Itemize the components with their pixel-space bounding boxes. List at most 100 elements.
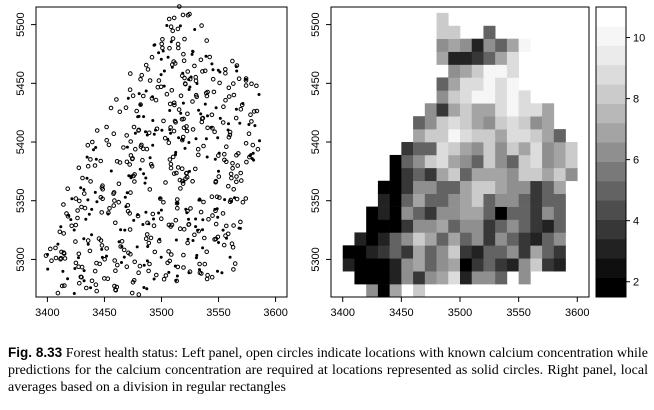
open-circle-point [77,198,82,204]
open-circle-point [168,125,173,130]
solid-circle-point [217,169,220,173]
heatmap-cell [530,258,543,272]
heatmap-cell [389,193,402,207]
heatmap-cell [389,167,402,182]
open-circle-point [73,222,79,228]
open-circle-point [146,268,151,274]
open-circle-point [175,197,180,202]
open-circle-point [177,226,183,231]
open-circle-point [232,261,238,266]
solid-circle-point [123,195,127,199]
open-circle-point [193,74,198,80]
heatmap-cell [436,129,449,143]
heatmap-cell [424,154,437,169]
solid-circle-point [147,222,151,226]
heatmap-cell [506,129,519,143]
solid-circle-point [143,181,147,185]
colorbar-segment [596,142,626,162]
open-circle-point [223,70,228,76]
open-circle-point [204,249,209,255]
open-circle-point [222,151,227,157]
colorbar-segment [596,239,626,259]
open-circle-point [234,179,239,185]
heatmap-cell [542,116,555,130]
solid-circle-point [210,62,214,66]
heatmap-cell [553,219,566,233]
open-circle-point [111,203,116,208]
heatmap-cell [506,142,519,156]
open-circle-point [92,268,98,274]
solid-circle-point [152,132,156,136]
solid-circle-point [86,242,90,246]
heatmap-cell [471,154,484,169]
heatmap-cell [366,271,379,285]
heatmap-cell [471,129,484,143]
solid-circle-point [141,223,145,226]
heatmap-cell [354,232,367,246]
open-circle-point [180,12,186,18]
open-circle-point [115,262,120,268]
heatmap-cell [483,193,496,207]
open-circle-point [113,268,118,274]
heatmap-cell [448,129,461,143]
open-circle-point [55,290,61,296]
solid-circle-point [194,225,198,229]
heatmap-cell [542,142,555,156]
heatmap-cell [565,142,578,156]
left-plot-frame [35,6,288,298]
open-circle-point [246,131,252,136]
open-circle-point [233,115,239,121]
open-circle-point [156,78,162,83]
heatmap-cell [471,245,484,259]
heatmap-cell [518,90,531,104]
open-circle-point [144,232,150,237]
heatmap-cell [530,103,543,117]
solid-circle-point [161,49,165,53]
open-circle-point [116,181,122,187]
open-circle-point [161,276,167,282]
solid-circle-point [178,24,182,28]
open-circle-point [172,102,177,108]
heatmap-cell [401,193,414,207]
open-circle-point [176,107,182,112]
heatmap-cell [460,142,473,156]
open-circle-point [124,159,130,165]
open-circle-point [96,236,102,241]
open-circle-point [99,185,105,190]
heatmap-cell [448,167,461,182]
open-circle-point [243,141,249,146]
heatmap-cell [542,180,555,194]
heatmap-cell [471,258,484,272]
open-circle-point [162,135,168,141]
open-circle-point [217,195,222,200]
heatmap-cell [448,271,461,285]
open-circle-point [229,241,235,246]
solid-circle-point [211,68,215,72]
open-circle-point [163,273,169,278]
open-circle-point [175,41,181,47]
open-circle-point [158,84,164,90]
solid-circle-point [105,254,108,258]
open-circle-point [248,112,253,117]
left-y-tick-label: 5300 [15,247,27,271]
heatmap-cell [436,258,449,272]
colorbar-tick-label: 10 [633,33,645,45]
heatmap-cell [506,90,519,104]
open-circle-point [99,210,104,215]
open-circle-point [124,264,130,270]
solid-circle-point [221,228,225,232]
open-circle-point [213,178,219,184]
open-circle-point [87,248,93,254]
open-circle-point [181,265,186,270]
right-x-tick-label: 3400 [330,307,354,319]
left-x-tick-label: 3550 [206,307,230,319]
open-circle-point [57,229,63,235]
open-circle-point [82,205,88,211]
solid-circle-point [157,211,161,215]
solid-circle-point [146,245,150,248]
heatmap-cell [354,258,367,272]
heatmap-cell [448,154,461,169]
caption-label: Fig. 8.33 [8,345,63,360]
open-circle-point [168,24,174,30]
heatmap-cell [424,245,437,259]
